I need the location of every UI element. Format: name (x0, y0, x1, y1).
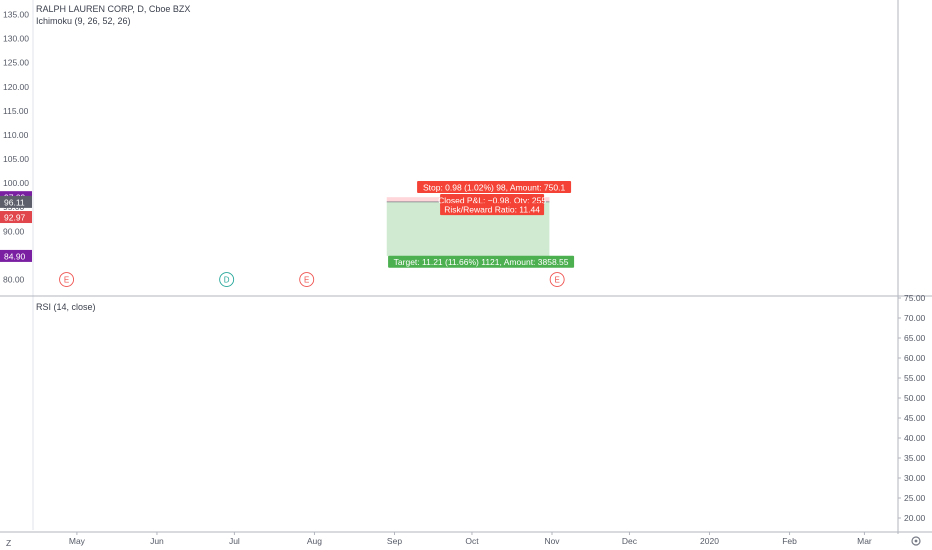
time-tick-label: Jun (150, 536, 164, 546)
time-tick-label: Nov (544, 536, 560, 546)
indicator-label[interactable]: Ichimoku (9, 26, 52, 26) (36, 16, 131, 26)
symbol-title[interactable]: RALPH LAUREN CORP, D, Cboe BZX (36, 4, 191, 14)
rsi-tick-label: 60.00 (904, 353, 926, 363)
price-tick-label: 125.00 (3, 58, 29, 68)
closed-pnl-label: Closed P&L: −0.98, Qty: 255 (438, 196, 546, 206)
rsi-tick-label: 65.00 (904, 333, 926, 343)
price-level-badge-text: 92.97 (4, 213, 26, 223)
earnings-marker[interactable] (59, 272, 75, 287)
time-tick-label: May (69, 536, 86, 546)
rsi-tick-label: 25.00 (904, 493, 926, 503)
time-tick-label: Sep (387, 536, 402, 546)
price-tick-label: 135.00 (3, 9, 29, 19)
stop-label-bg (417, 181, 572, 194)
rsi-tick-label: 45.00 (904, 413, 926, 423)
rsi-tick-label: 30.00 (904, 473, 926, 483)
price-tick-label: 100.00 (3, 178, 29, 188)
risk-reward-label-bg (440, 203, 545, 216)
time-tick-label: Oct (465, 536, 479, 546)
rsi-tick-label: 55.00 (904, 373, 926, 383)
rsi-tick-label: 35.00 (904, 453, 926, 463)
earnings-marker[interactable] (299, 272, 315, 287)
event-marker-letter: E (554, 276, 559, 285)
time-tick-label: Mar (857, 536, 872, 546)
timezone-icon: Z (6, 538, 11, 548)
price-tick-label: 80.00 (3, 275, 25, 285)
earnings-marker[interactable] (549, 272, 565, 287)
price-tick-label: 90.00 (3, 226, 25, 236)
target-label-bg (388, 255, 575, 268)
time-tick-label: Dec (622, 536, 638, 546)
risk-reward-label: Risk/Reward Ratio: 11.44 (444, 205, 540, 215)
price-level-badge-text: 84.90 (4, 251, 26, 261)
price-tick-label: 105.00 (3, 154, 29, 164)
price-tick-label: 115.00 (3, 106, 29, 116)
price-level-badge (0, 195, 32, 208)
price-level-badge (0, 249, 32, 262)
rsi-tick-label: 70.00 (904, 313, 926, 323)
price-tick-label: 110.00 (3, 130, 29, 140)
rsi-tick-label: 75.00 (904, 293, 926, 303)
time-tick-label: Jul (229, 536, 240, 546)
target-label: Target: 11.21 (11.66%) 1121, Amount: 385… (394, 257, 569, 267)
event-marker-letter: E (64, 276, 69, 285)
event-marker-letter: D (224, 276, 230, 285)
price-tick-label: 120.00 (3, 82, 29, 92)
rsi-tick-label: 20.00 (904, 513, 926, 523)
price-level-badge-text: 96.11 (4, 197, 25, 207)
time-tick-label: 2020 (700, 536, 719, 546)
rsi-tick-label: 50.00 (904, 393, 926, 403)
dividend-marker[interactable] (219, 272, 235, 287)
time-tick-label: Feb (782, 536, 797, 546)
price-tick-label: 130.00 (3, 34, 29, 44)
overlays: Stop: 0.98 (1.02%) 98, Amount: 750.1 Clos… (59, 181, 575, 287)
event-marker-letter: E (304, 276, 309, 285)
closed-pnl-label-bg (440, 194, 545, 207)
settings-icon[interactable] (911, 536, 921, 546)
price-level-badge (0, 211, 32, 224)
rsi-tick-label: 40.00 (904, 433, 926, 443)
rsi-label[interactable]: RSI (14, close) (36, 302, 96, 312)
stop-label: Stop: 0.98 (1.02%) 98, Amount: 750.1 (423, 183, 566, 193)
time-tick-label: Aug (307, 536, 322, 546)
